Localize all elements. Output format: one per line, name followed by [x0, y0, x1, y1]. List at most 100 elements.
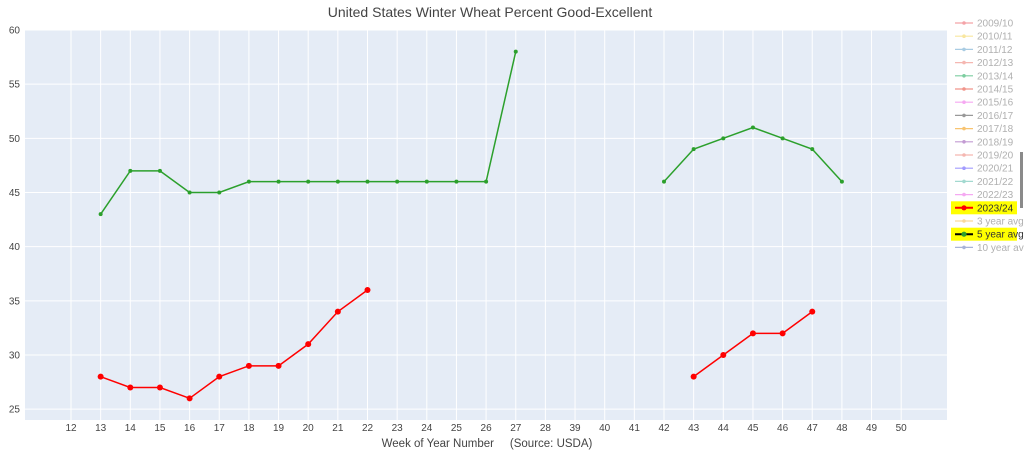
legend-label: 2019/20	[977, 151, 1014, 162]
y-tick-label: 55	[9, 80, 21, 91]
legend-label: 3 year avg	[977, 217, 1024, 228]
data-point	[662, 179, 666, 184]
legend-item-10-year-avg[interactable]: 10 year avg	[955, 243, 1024, 254]
data-point	[306, 179, 311, 184]
data-point	[365, 179, 370, 184]
data-point	[721, 136, 726, 141]
legend-label: 2021/22	[977, 177, 1014, 188]
legend-label: 2012/13	[977, 58, 1014, 69]
legend-swatch-marker	[962, 166, 966, 170]
legend-item-2017-18[interactable]: 2017/18	[955, 124, 1014, 135]
legend-label: 2011/12	[977, 45, 1013, 56]
legend-label: 2016/17	[977, 111, 1014, 122]
legend-item-3-year-avg[interactable]: 3 year avg	[955, 217, 1024, 228]
legend-label: 2013/14	[977, 71, 1014, 82]
x-tick-label: 48	[836, 423, 848, 434]
legend-label: 2009/10	[977, 19, 1014, 30]
y-tick-label: 45	[9, 188, 21, 199]
data-point	[128, 168, 133, 173]
data-point	[690, 373, 697, 380]
data-point	[364, 287, 371, 293]
x-tick-label: 17	[214, 423, 226, 434]
series-line	[100, 289, 368, 400]
x-tick-label: 19	[273, 423, 285, 434]
x-tick-label: 27	[510, 423, 522, 434]
data-point	[186, 395, 193, 402]
data-point	[750, 125, 755, 130]
x-tick-label: 40	[599, 423, 611, 434]
legend-label: 2010/11	[977, 32, 1013, 43]
y-tick-label: 60	[9, 26, 21, 37]
legend-swatch-marker	[962, 140, 966, 144]
legend-item-2022-23[interactable]: 2022/23	[955, 190, 1014, 201]
y-tick-label: 35	[9, 296, 21, 307]
x-tick-label: 25	[451, 423, 463, 434]
legend-label: 2017/18	[977, 124, 1014, 135]
x-tick-labels: 12 13 14 15 16 17 18 19 20 21 22 23 24 25 26 27 28 39 40 41…	[65, 423, 907, 434]
legend-item-2019-20[interactable]: 2019/20	[955, 151, 1014, 162]
x-tick-label: 12	[65, 423, 77, 434]
legend-swatch-marker	[962, 87, 966, 91]
legend-item-2015-16[interactable]: 2015/16	[955, 98, 1014, 109]
x-tick-label: 39	[569, 423, 581, 434]
legend-item-2016-17[interactable]: 2016/17	[955, 111, 1014, 122]
x-tick-label: 49	[866, 423, 878, 434]
data-point	[246, 179, 251, 184]
x-tick-label: 16	[184, 423, 196, 434]
legend-item-2023-24[interactable]: 2023/24	[951, 201, 1017, 215]
data-point	[276, 179, 281, 184]
data-point	[484, 179, 489, 184]
x-tick-label: 42	[658, 423, 670, 434]
legend-item-2020-21[interactable]: 2020/21	[955, 164, 1014, 175]
data-point	[839, 179, 844, 184]
x-tick-label: 24	[421, 423, 433, 434]
x-tick-label: 45	[747, 423, 759, 434]
x-tick-label: 44	[718, 423, 730, 434]
data-point	[720, 352, 727, 358]
x-tick-label: 23	[392, 423, 404, 434]
legend-highlight	[951, 201, 1017, 215]
legend-swatch-marker	[962, 21, 966, 25]
y-tick-label: 50	[9, 134, 21, 145]
data-point	[691, 147, 696, 152]
legend[interactable]: 2009/10 2010/11 2011/12 2012/13 2013/14 2014/…	[951, 19, 1024, 254]
legend-item-2014-15[interactable]: 2014/15	[955, 85, 1014, 96]
legend-item-2013-14[interactable]: 2013/14	[955, 71, 1014, 82]
y-tick-label: 30	[9, 351, 21, 362]
x-axis-title: Week of Year Number (Source: USDA)	[382, 438, 593, 450]
legend-label: 10 year avg	[977, 243, 1024, 254]
data-point	[97, 373, 104, 380]
legend-swatch-marker	[962, 47, 966, 52]
y-tick-labels: 25 30 35 40 45 50 55 60	[9, 26, 21, 416]
data-point	[335, 179, 340, 184]
legend-item-2009-10[interactable]: 2009/10	[955, 19, 1014, 30]
data-point	[513, 49, 518, 54]
legend-item-2012-13[interactable]: 2012/13	[955, 58, 1014, 69]
legend-swatch-marker	[962, 192, 966, 197]
legend-swatch-marker	[962, 60, 966, 65]
y-tick-label: 40	[9, 242, 21, 253]
y-tick-label: 25	[9, 405, 21, 416]
legend-swatch-marker	[962, 219, 966, 223]
data-point	[275, 362, 282, 369]
data-point	[810, 147, 815, 152]
legend-swatch-marker	[961, 205, 967, 211]
legend-item-2011-12[interactable]: 2011/12	[955, 45, 1013, 56]
data-point	[217, 190, 222, 195]
legend-item-2010-11[interactable]: 2010/11	[955, 32, 1013, 43]
legend-item-2021-22[interactable]: 2021/22	[955, 177, 1014, 188]
x-tick-label: 15	[154, 423, 166, 434]
legend-item-5-year-avg[interactable]: 5 year avg	[951, 227, 1024, 241]
series-5-year-avg	[98, 49, 844, 217]
legend-highlight	[951, 227, 1017, 241]
series-2023-24	[97, 287, 816, 402]
x-tick-label: 14	[125, 423, 137, 434]
data-point	[98, 212, 103, 217]
scrollbar-handle[interactable]	[1020, 152, 1023, 208]
data-point	[156, 384, 163, 391]
legend-item-2018-19[interactable]: 2018/19	[955, 137, 1014, 148]
data-point	[216, 373, 223, 380]
data-point	[305, 341, 312, 348]
legend-label: 2022/23	[977, 190, 1014, 201]
legend-label: 2023/24	[977, 203, 1014, 214]
